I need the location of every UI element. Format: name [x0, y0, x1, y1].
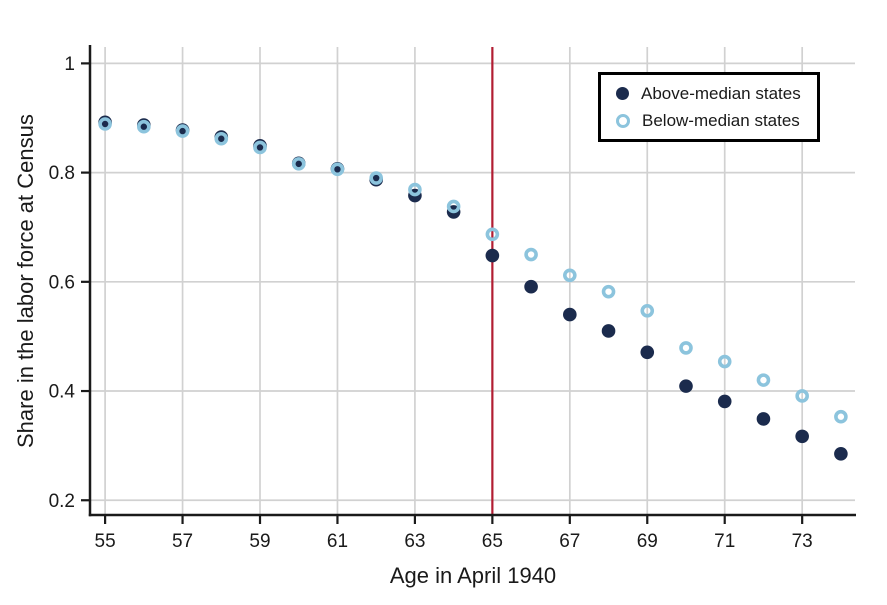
data-point-below-median — [756, 373, 771, 387]
data-point-above-median — [756, 412, 771, 426]
legend-label: Above-median states — [641, 83, 801, 103]
x-tick-label: 61 — [327, 531, 348, 552]
x-tick-label: 57 — [172, 531, 193, 552]
data-point-below-median — [291, 157, 306, 171]
legend-label: Below-median states — [642, 110, 800, 130]
data-point-below-median — [485, 227, 500, 242]
legend-item-above-median: Above-median states — [616, 84, 817, 104]
data-point-above-median — [485, 248, 500, 263]
y-tick-label: 0.4 — [49, 382, 76, 403]
data-point-below-median — [601, 284, 616, 299]
legend-item-below-median: Below-median states — [616, 111, 817, 131]
y-tick-label: 0.2 — [49, 491, 75, 512]
y-tick-label: 0.6 — [49, 272, 75, 293]
y-tick-label: 0.8 — [49, 163, 75, 184]
x-tick-label: 73 — [792, 531, 813, 552]
data-point-below-median — [446, 199, 461, 214]
y-axis-title: Share in the labor force at Census — [13, 114, 38, 448]
data-point-above-median — [563, 307, 577, 322]
x-tick-label: 65 — [482, 531, 503, 552]
data-point-below-median — [679, 341, 693, 355]
data-point-below-median — [369, 171, 383, 185]
x-tick-label: 71 — [714, 531, 735, 552]
data-point-above-median — [834, 447, 848, 461]
filled-circle-icon — [616, 87, 629, 100]
data-point-below-median — [330, 162, 345, 177]
data-point-below-median — [98, 117, 112, 131]
data-point-below-median — [175, 124, 190, 138]
data-point-below-median — [795, 389, 809, 403]
data-point-above-median — [679, 379, 693, 393]
data-point-above-median — [601, 324, 616, 338]
data-point-below-median — [524, 247, 538, 262]
data-point-below-median — [834, 409, 848, 424]
data-point-below-median — [717, 354, 732, 369]
x-tick-label: 59 — [249, 531, 270, 552]
data-point-below-median — [408, 182, 422, 197]
x-tick-label: 67 — [559, 531, 580, 552]
data-point-below-median — [253, 140, 267, 155]
data-point-below-median — [214, 131, 229, 146]
x-tick-label: 63 — [404, 531, 425, 552]
data-point-above-median — [795, 429, 809, 444]
y-tick-label: 1 — [64, 54, 75, 75]
data-point-below-median — [137, 119, 151, 134]
data-point-below-median — [640, 303, 655, 318]
data-point-above-median — [640, 345, 655, 360]
x-tick-label: 55 — [95, 531, 116, 552]
data-point-below-median — [563, 268, 577, 283]
open-circle-icon — [616, 113, 630, 128]
legend: Above-median states Below-median states — [598, 72, 820, 142]
x-tick-label: 69 — [637, 531, 658, 552]
data-point-above-median — [524, 279, 538, 294]
data-point-above-median — [717, 394, 732, 409]
x-axis-title: Age in April 1940 — [389, 563, 557, 588]
